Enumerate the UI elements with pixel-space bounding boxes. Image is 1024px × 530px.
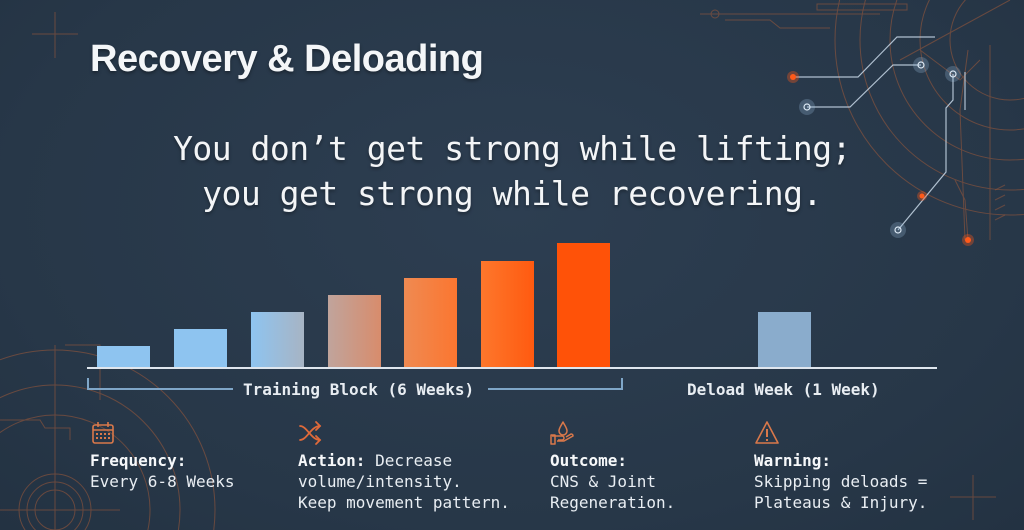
training-block-label: Training Block (6 Weeks) <box>243 380 475 399</box>
bar-week-3 <box>251 312 304 368</box>
bar-week-5 <box>404 278 457 368</box>
training-block-bracket <box>87 378 623 389</box>
quote: You don’t get strong while lifting; you … <box>0 126 1024 216</box>
outcome-label: Outcome: <box>550 451 628 470</box>
hand-water-drop-icon <box>550 421 574 445</box>
info-outcome: Outcome: CNS & Joint Regeneration. <box>550 420 675 513</box>
quote-line-2: you get strong while recovering. <box>202 174 822 213</box>
warning-label: Warning: <box>754 451 832 470</box>
bar-week-4 <box>328 295 381 368</box>
outcome-text: CNS & Joint Regeneration. <box>550 472 676 512</box>
deload-week-label: Deload Week (1 Week) <box>687 380 880 399</box>
shuffle-icon <box>299 421 322 445</box>
bar-week-6 <box>481 261 534 368</box>
warning-text: Skipping deloads = Plateaus & Injury. <box>754 472 928 512</box>
frequency-text: Every 6-8 Weeks <box>90 472 235 491</box>
quote-line-1: You don’t get strong while lifting; <box>173 129 851 168</box>
calendar-icon <box>92 422 114 444</box>
action-inline-text: Decrease <box>365 451 453 470</box>
bar-week-1 <box>97 346 150 368</box>
bar-deload-week <box>758 312 811 368</box>
bar-week-7 <box>557 243 610 368</box>
info-warning: Warning: Skipping deloads = Plateaus & I… <box>754 420 927 513</box>
info-frequency: Frequency: Every 6-8 Weeks <box>90 420 235 492</box>
chart-baseline <box>87 367 937 369</box>
bracket-line-left <box>87 388 233 390</box>
warning-triangle-icon <box>755 421 779 444</box>
info-action: Action: Decrease volume/intensity. Keep … <box>298 420 510 513</box>
bar-week-2 <box>174 329 227 368</box>
bracket-line-right <box>488 388 623 390</box>
frequency-label: Frequency: <box>90 451 187 470</box>
page-title: Recovery & Deloading <box>90 38 484 80</box>
action-label: Action: <box>298 451 366 470</box>
action-text: volume/intensity. Keep movement pattern. <box>298 472 510 512</box>
